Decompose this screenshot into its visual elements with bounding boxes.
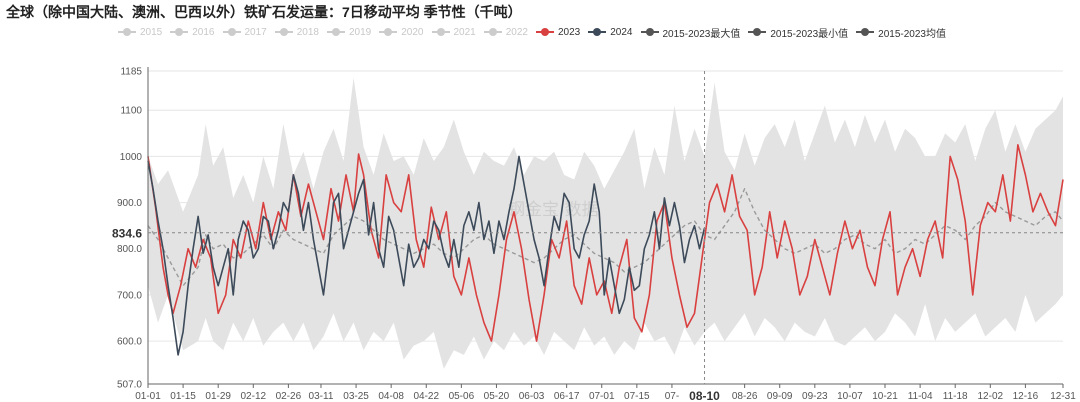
x-tick-label: 03-25 [343,391,369,402]
y-tick-label: 600.0 [117,337,142,348]
series-range-band [148,77,1063,369]
legend-label: 2015-2023最大值 [662,28,741,40]
legend-item-2017[interactable]: 2017 [222,26,267,38]
legend-label: 2019 [349,26,372,38]
x-tick-label: 12-31 [1050,391,1076,402]
x-tick-label: 05-20 [484,391,510,402]
x-tick-label: 07- [665,391,679,402]
x-tick-label: 01-01 [135,391,161,402]
x-tick-label: 07-15 [624,391,650,402]
y-tick-label: 1100 [120,106,142,117]
legend-label: 2020 [401,26,424,38]
legend-item-2024[interactable]: 2024 [588,26,633,38]
legend-symbol-icon [483,27,502,37]
x-tick-label: 02-26 [276,391,302,402]
legend-label: 2016 [192,26,215,38]
legend: 2015 2016 2017 2018 2019 2020 2021 2022 2023 2024… [118,24,954,40]
legend-label: 2023 [558,26,581,38]
chart-title: 全球（除中国大陆、澳洲、巴西以外）铁矿石发运量：7日移动平均 季节性（千吨） [6,4,522,20]
x-tick-label: 06-03 [519,391,545,402]
y-tick-label: 507.0 [117,380,142,391]
legend-label: 2017 [244,26,267,38]
legend-symbol-icon [431,27,450,37]
legend-label: 2015-2023最小值 [770,28,849,40]
legend-symbol-icon [536,27,554,37]
legend-symbol-icon [748,27,767,37]
legend-symbol-icon [588,27,607,37]
cursor-y-label: 834.6 [112,226,142,240]
x-tick-label: 07-01 [589,391,615,402]
legend-symbol-icon [170,27,189,37]
series-line-mean [147,188,1064,287]
legend-item-2023[interactable]: 2023 [536,27,580,38]
legend-item-2015[interactable]: 2015 [118,27,162,38]
cursor-y-label-bg [104,223,146,242]
legend-symbol-icon [118,27,136,37]
y-tick-label: 1185 [120,67,142,78]
legend-item-2022[interactable]: 2022 [483,26,528,38]
legend-symbol-icon [327,27,345,37]
series-line-2023 [147,144,1064,342]
x-tick-label: 06-17 [554,391,580,402]
x-tick-label: 01-15 [170,391,196,402]
x-tick-label: 12-16 [1013,391,1039,402]
x-tick-label: 05-06 [449,391,475,402]
y-tick-label: 700.0 [117,290,142,301]
legend-symbol-icon [856,27,875,37]
x-tick-label: 04-08 [378,391,404,402]
legend-label: 2018 [296,26,319,38]
legend-item-2019[interactable]: 2019 [327,27,371,38]
legend-symbol-icon [222,27,241,37]
watermark: 钢金宝·数据 [508,200,599,219]
legend-item-2015-2023最小值[interactable]: 2015-2023最小值 [748,25,848,40]
x-tick-label: 04-22 [413,391,439,402]
x-tick-label: 02-12 [240,391,266,402]
y-tick-label: 800.0 [117,244,142,255]
x-tick-label: 10-07 [837,391,863,402]
x-tick-label: 10-21 [872,391,898,402]
x-tick-label: 11-04 [908,391,933,402]
x-tick-label: 08-26 [732,391,758,402]
legend-label: 2022 [505,26,528,38]
legend-item-2021[interactable]: 2021 [431,26,476,38]
legend-label: 2015 [140,26,163,38]
legend-item-2015-2023最大值[interactable]: 2015-2023最大值 [640,25,741,40]
x-tick-label: 01-29 [205,391,231,402]
x-tick-label: 09-23 [802,391,828,402]
legend-symbol-icon [379,27,398,37]
x-tick-label: 11-18 [943,391,968,402]
y-tick-label: 900.0 [117,198,142,209]
legend-label: 2024 [610,26,633,38]
legend-item-2018[interactable]: 2018 [274,26,319,38]
legend-item-2015-2023均值[interactable]: 2015-2023均值 [856,25,946,40]
x-tick-label: 09-09 [767,391,793,402]
cursor-x-label: 08-10 [689,389,720,402]
x-tick-label: 03-11 [309,391,334,402]
legend-symbol-icon [274,27,293,37]
series-line-2024 [147,155,706,356]
legend-label: 2015-2023均值 [878,28,946,40]
x-tick-label: 12-02 [978,391,1004,402]
legend-item-2020[interactable]: 2020 [379,26,424,38]
cursor-x-label-bg [682,387,727,402]
legend-item-2016[interactable]: 2016 [170,26,215,38]
legend-symbol-icon [640,27,659,37]
legend-label: 2021 [453,26,476,38]
y-tick-label: 1000 [120,152,143,163]
